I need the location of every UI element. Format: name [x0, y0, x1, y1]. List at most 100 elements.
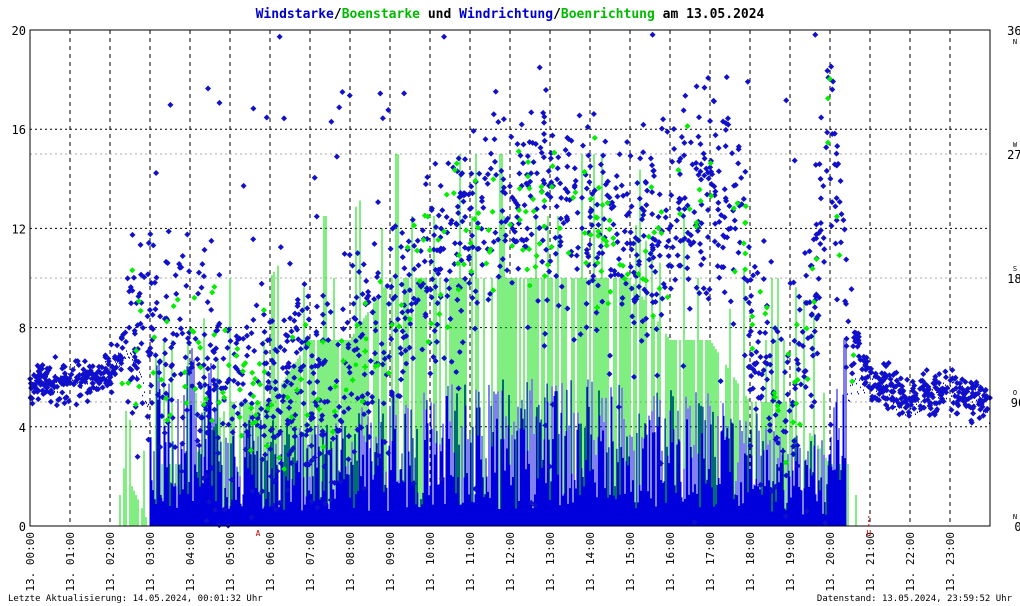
- direction-point: [936, 399, 943, 406]
- direction-point: [385, 449, 392, 456]
- direction-point: [571, 336, 578, 343]
- gust-direction-point: [775, 407, 782, 414]
- gust-direction-point: [396, 323, 403, 330]
- gust-direction-point: [530, 196, 537, 203]
- gust-direction-point: [648, 184, 655, 191]
- direction-point: [720, 118, 727, 125]
- direction-point: [128, 300, 135, 307]
- direction-point: [727, 225, 734, 232]
- direction-point: [766, 352, 773, 359]
- direction-point: [189, 382, 196, 389]
- gust-direction-point: [796, 421, 803, 428]
- direction-point: [148, 382, 155, 389]
- wind-sample: [936, 391, 937, 394]
- direction-point: [848, 286, 855, 293]
- direction-point: [95, 368, 102, 375]
- direction-point: [337, 478, 344, 485]
- direction-point: [138, 340, 145, 347]
- direction-point: [326, 449, 333, 456]
- direction-point: [230, 377, 237, 384]
- direction-point: [129, 231, 136, 238]
- direction-point: [977, 384, 984, 391]
- direction-point: [434, 321, 441, 328]
- direction-point: [618, 301, 625, 308]
- direction-point: [459, 218, 466, 225]
- gust-direction-point: [320, 443, 327, 450]
- left-tick-label-1: 4: [19, 421, 26, 435]
- direction-point: [229, 416, 236, 423]
- direction-point: [514, 202, 521, 209]
- direction-point: [288, 418, 295, 425]
- direction-point: [684, 254, 691, 261]
- direction-point: [359, 331, 366, 338]
- direction-point: [731, 182, 738, 189]
- direction-point: [281, 115, 288, 122]
- wind-sample: [136, 375, 137, 377]
- direction-point: [790, 443, 797, 450]
- direction-point: [784, 359, 791, 366]
- direction-point: [205, 423, 212, 430]
- gust-direction-point: [236, 414, 243, 421]
- wind-sample: [141, 376, 142, 378]
- direction-point: [274, 393, 281, 400]
- direction-point: [59, 389, 66, 396]
- direction-point: [680, 362, 687, 369]
- direction-point: [349, 262, 356, 269]
- direction-point: [168, 396, 175, 403]
- gust-direction-point: [254, 399, 261, 406]
- direction-point: [677, 262, 684, 269]
- direction-point: [300, 400, 307, 407]
- direction-point: [557, 180, 564, 187]
- direction-point: [325, 337, 332, 344]
- direction-point: [960, 398, 967, 405]
- direction-point: [305, 316, 312, 323]
- direction-point: [504, 215, 511, 222]
- direction-point: [836, 198, 843, 205]
- direction-point: [541, 119, 548, 126]
- direction-point: [311, 174, 318, 181]
- wind-sample: [910, 408, 911, 410]
- direction-point: [52, 354, 59, 361]
- direction-point: [766, 421, 773, 428]
- wind-sample: [893, 402, 894, 405]
- direction-point: [850, 360, 857, 367]
- direction-point: [89, 375, 96, 382]
- direction-point: [558, 283, 565, 290]
- direction-point: [573, 252, 580, 259]
- direction-point: [281, 317, 288, 324]
- gust-direction-point: [460, 261, 467, 268]
- direction-point: [607, 272, 614, 279]
- gust-direction-point: [771, 394, 778, 401]
- direction-point: [589, 190, 596, 197]
- direction-point: [557, 215, 564, 222]
- direction-point: [747, 442, 754, 449]
- direction-point: [466, 280, 473, 287]
- direction-point: [272, 386, 279, 393]
- direction-point: [204, 355, 211, 362]
- direction-point: [364, 400, 371, 407]
- direction-point: [248, 400, 255, 407]
- direction-point: [354, 250, 361, 257]
- direction-point: [862, 366, 869, 373]
- direction-point: [113, 364, 120, 371]
- direction-point: [428, 207, 435, 214]
- direction-point: [107, 374, 114, 381]
- direction-points: [27, 31, 993, 529]
- gust-direction-point: [288, 414, 295, 421]
- direction-point: [424, 174, 431, 181]
- direction-point: [899, 409, 906, 416]
- direction-point: [757, 353, 764, 360]
- direction-point: [520, 237, 527, 244]
- direction-point: [829, 131, 836, 138]
- direction-point: [73, 401, 80, 408]
- direction-point: [715, 168, 722, 175]
- direction-point: [693, 83, 700, 90]
- direction-point: [35, 396, 42, 403]
- direction-point: [642, 178, 649, 185]
- gust-direction-point: [607, 288, 614, 295]
- gust-direction-point: [595, 232, 602, 239]
- direction-point: [808, 333, 815, 340]
- wind-sample: [106, 377, 107, 379]
- direction-point: [292, 411, 299, 418]
- direction-point: [707, 164, 714, 171]
